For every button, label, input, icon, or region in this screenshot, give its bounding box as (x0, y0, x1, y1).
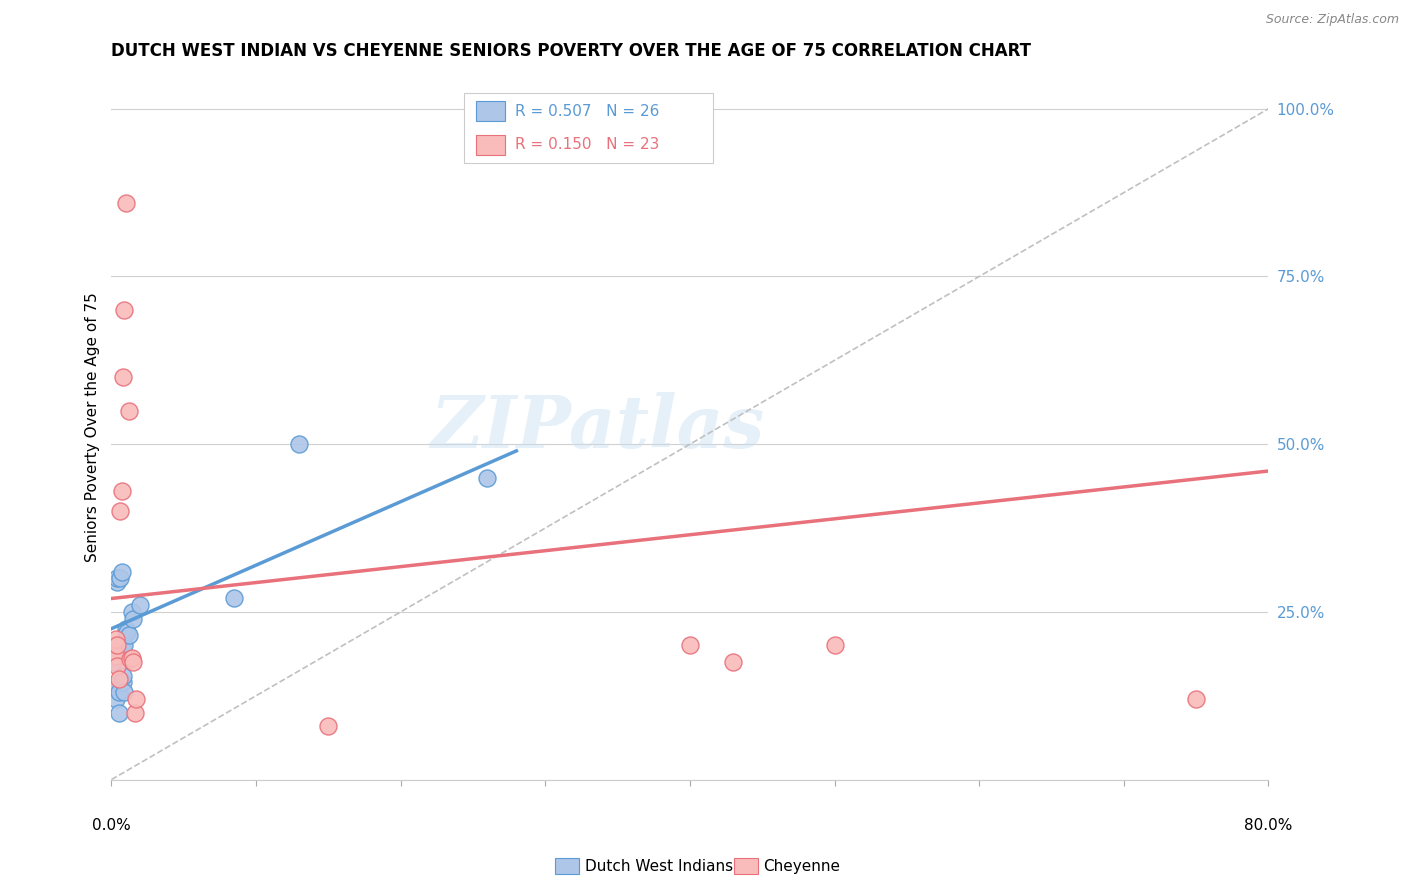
Point (103, 679, 125, 693)
Text: 80.0%: 80.0% (1244, 818, 1292, 833)
Point (105, 574, 128, 589)
Text: 0.0%: 0.0% (91, 818, 131, 833)
Point (107, 706, 129, 720)
Point (121, 605, 143, 619)
Point (105, 658, 128, 673)
Point (104, 692, 127, 706)
Point (477, 471, 499, 485)
Point (104, 632, 127, 646)
Text: DUTCH WEST INDIAN VS CHEYENNE SENIORS POVERTY OVER THE AGE OF 75 CORRELATION CHA: DUTCH WEST INDIAN VS CHEYENNE SENIORS PO… (111, 42, 1032, 60)
Point (121, 650, 143, 665)
Point (111, 668, 134, 682)
Text: Cheyenne: Cheyenne (763, 859, 841, 873)
Point (108, 504, 131, 518)
Point (723, 655, 745, 669)
Point (108, 639, 131, 653)
Point (224, 591, 246, 606)
Point (115, 622, 138, 636)
Y-axis label: Seniors Poverty Over the Age of 75: Seniors Poverty Over the Age of 75 (86, 293, 100, 562)
Point (107, 672, 129, 686)
Text: ZIPatlas: ZIPatlas (430, 392, 765, 463)
Point (105, 639, 128, 653)
Text: R = 0.507   N = 26: R = 0.507 N = 26 (515, 103, 659, 119)
Point (824, 639, 846, 653)
Point (107, 685, 129, 699)
Point (111, 370, 134, 384)
Point (288, 437, 311, 451)
FancyBboxPatch shape (464, 93, 713, 163)
Point (103, 648, 125, 663)
Point (110, 639, 132, 653)
Point (112, 303, 135, 318)
Point (115, 195, 138, 210)
Point (1185, 692, 1208, 706)
Point (110, 565, 132, 579)
Text: R = 0.150   N = 23: R = 0.150 N = 23 (515, 137, 659, 153)
Point (112, 639, 135, 653)
Point (120, 652, 142, 666)
Point (679, 639, 702, 653)
Point (104, 648, 127, 663)
Point (122, 655, 145, 669)
Text: Dutch West Indians: Dutch West Indians (585, 859, 733, 873)
Point (112, 685, 135, 699)
Point (129, 598, 152, 612)
Point (118, 628, 141, 642)
Point (108, 571, 131, 585)
Point (105, 571, 128, 585)
FancyBboxPatch shape (475, 135, 505, 155)
Point (110, 484, 132, 499)
Point (118, 403, 141, 417)
Point (117, 625, 139, 640)
Text: Source: ZipAtlas.com: Source: ZipAtlas.com (1265, 13, 1399, 27)
FancyBboxPatch shape (475, 102, 505, 121)
Point (115, 625, 138, 640)
Point (124, 706, 146, 720)
Point (101, 645, 124, 659)
Point (101, 655, 124, 669)
Point (111, 675, 134, 690)
Point (103, 639, 125, 653)
Point (318, 719, 340, 733)
Point (125, 692, 148, 706)
Point (122, 612, 145, 626)
